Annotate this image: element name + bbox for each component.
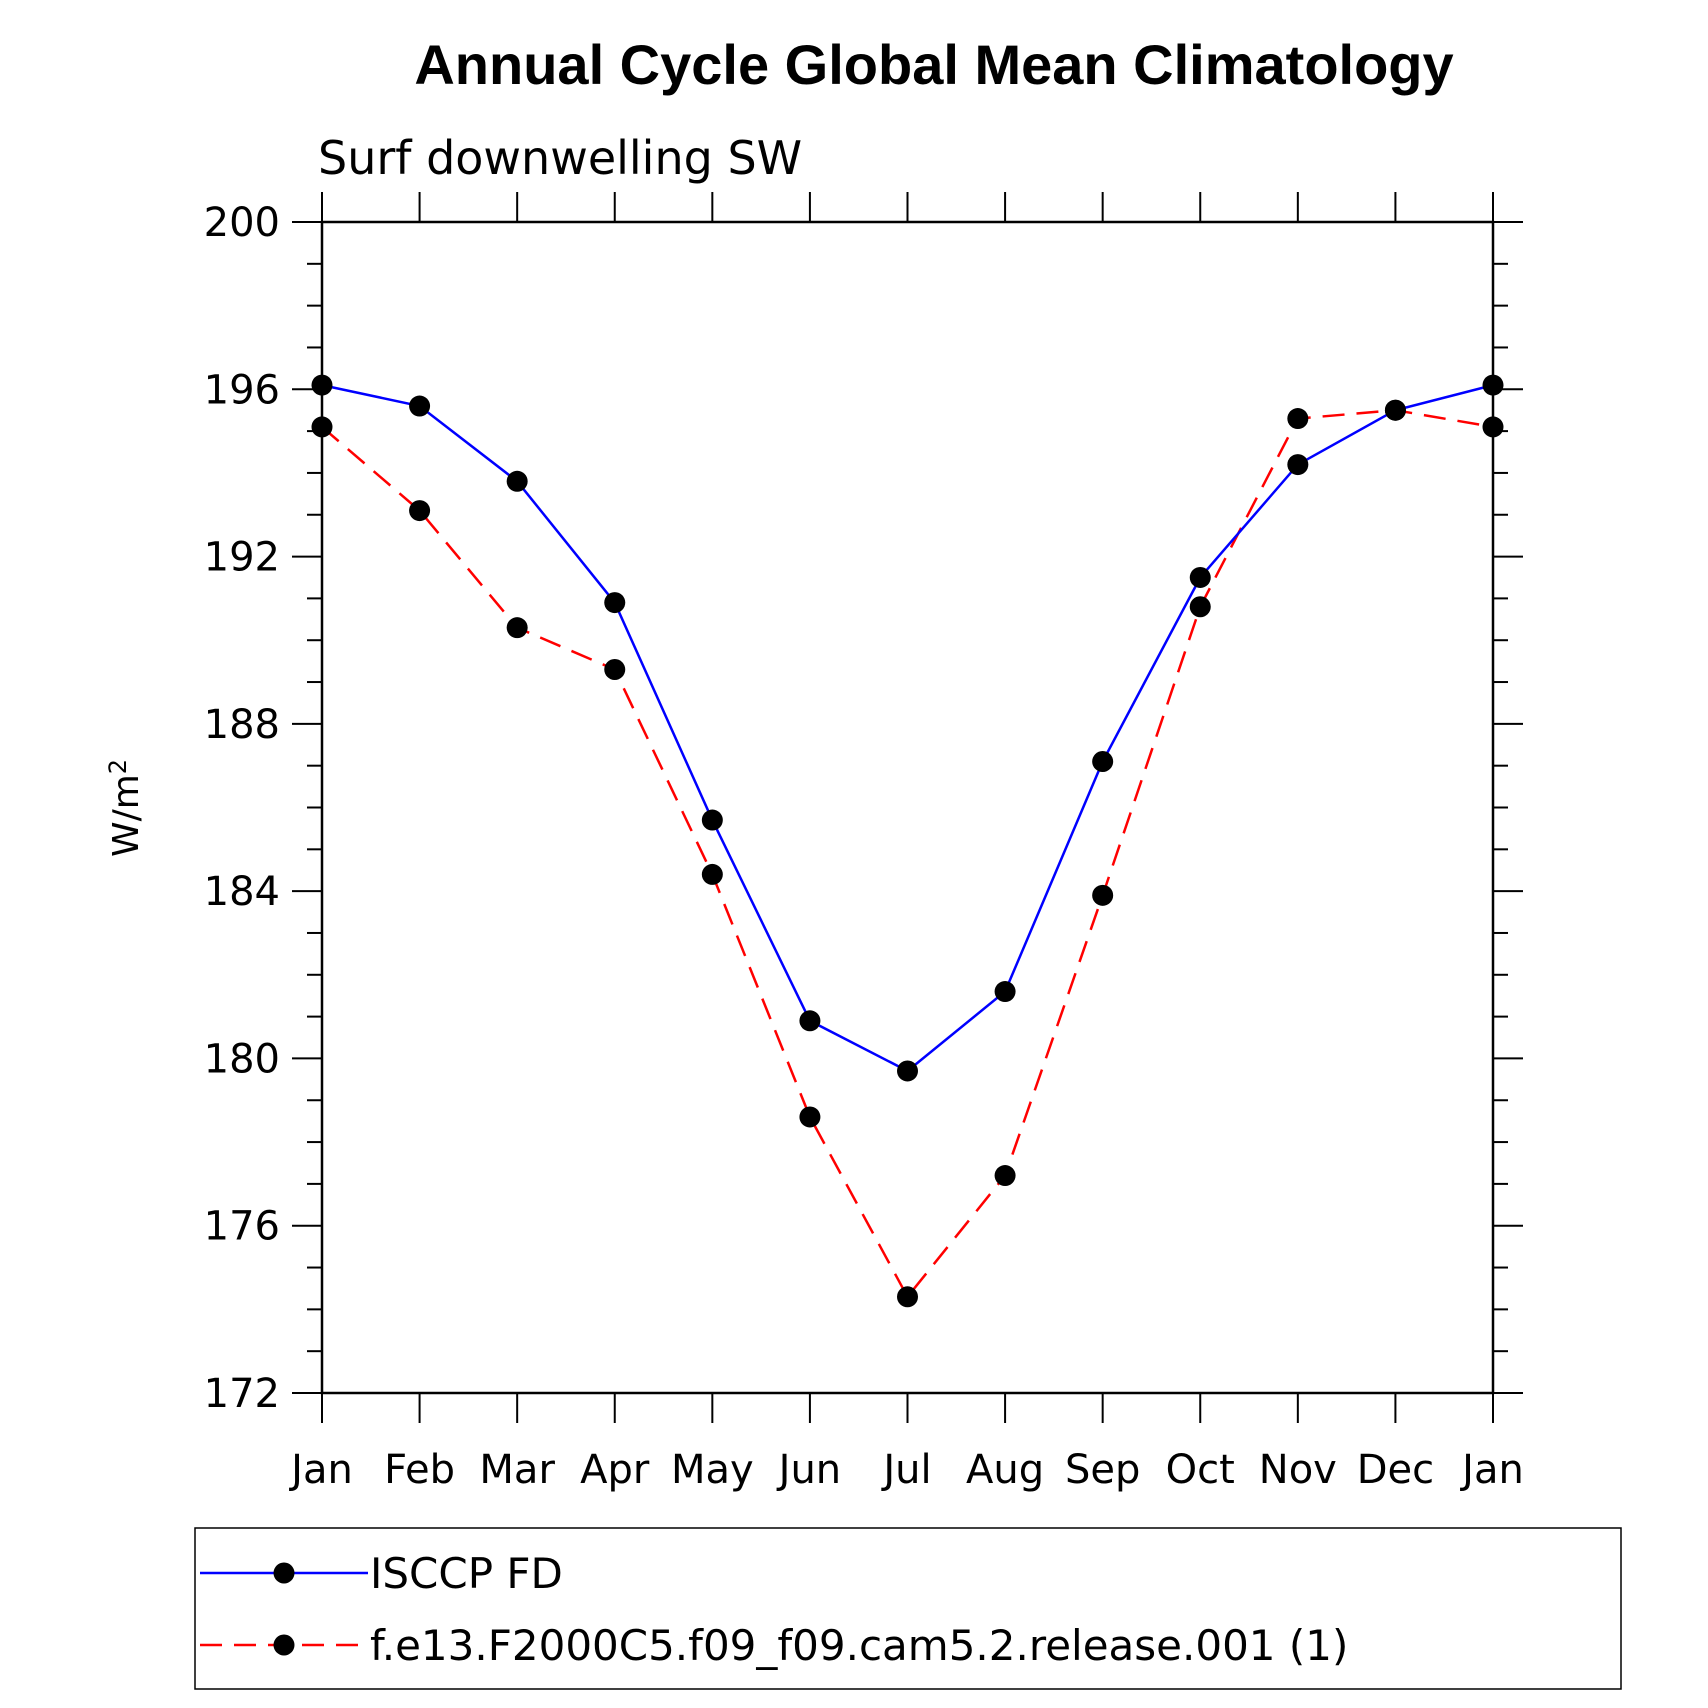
legend-marker xyxy=(273,1634,295,1656)
x-tick-label: Jan xyxy=(288,1447,353,1493)
data-point xyxy=(604,592,626,614)
x-tick-label: Apr xyxy=(580,1447,650,1493)
legend-marker xyxy=(273,1562,295,1584)
x-tick-label: Jun xyxy=(776,1447,842,1493)
data-point xyxy=(1482,374,1504,396)
x-tick-label: Mar xyxy=(479,1447,555,1493)
legend-box xyxy=(194,1527,1622,1690)
data-point xyxy=(1287,454,1309,476)
data-point xyxy=(1287,408,1309,430)
x-tick-label: Aug xyxy=(966,1447,1044,1493)
y-tick-label: 176 xyxy=(204,1204,280,1250)
series-layer xyxy=(311,374,1504,1308)
axis-layer: 172 176 180 184 188 192 196 200 Jan Feb Mar Apr May J… xyxy=(204,192,1524,1493)
data-point xyxy=(1092,884,1114,906)
data-point xyxy=(604,658,626,680)
legend-label: f.e13.F2000C5.f09_f09.cam5.2.release.001… xyxy=(370,1621,1348,1670)
legend-label: ISCCP FD xyxy=(370,1549,563,1598)
x-tick-label: Dec xyxy=(1357,1447,1434,1493)
x-tick-label: Jul xyxy=(880,1447,931,1493)
y-tick-label: 184 xyxy=(204,869,280,915)
data-point xyxy=(799,1106,821,1128)
data-point xyxy=(1189,596,1211,618)
chart-subtitle: Surf downwelling SW xyxy=(318,131,802,185)
data-point xyxy=(701,809,723,831)
y-tick-label: 180 xyxy=(204,1036,280,1082)
data-point xyxy=(409,395,431,417)
x-tick-label: Nov xyxy=(1259,1447,1337,1493)
y-tick-label: 192 xyxy=(204,535,280,581)
data-point xyxy=(897,1060,918,1082)
x-tick-label: Jan xyxy=(1459,1447,1524,1493)
y-axis-label: W/m2 xyxy=(104,759,147,857)
data-point xyxy=(1384,399,1406,421)
y-axis-label-superscript: 2 xyxy=(104,759,132,774)
x-tick-label: May xyxy=(671,1447,754,1493)
y-tick-label: 196 xyxy=(204,367,280,413)
data-point xyxy=(897,1286,918,1308)
data-point xyxy=(799,1010,821,1032)
legend: ISCCP FD f.e13.F2000C5.f09_f09.cam5.2.rel… xyxy=(194,1527,1622,1690)
y-tick-label: 200 xyxy=(204,200,280,246)
series-line xyxy=(321,408,1494,1300)
data-point xyxy=(994,981,1016,1003)
data-point xyxy=(1189,566,1211,588)
y-tick-label: 188 xyxy=(204,702,280,748)
data-point xyxy=(994,1165,1016,1187)
data-point xyxy=(506,470,528,492)
data-point xyxy=(701,863,723,885)
data-point xyxy=(311,416,333,438)
chart-title: Annual Cycle Global Mean Climatology xyxy=(414,33,1453,96)
plot-frame xyxy=(320,220,1495,1395)
legend-items: ISCCP FD f.e13.F2000C5.f09_f09.cam5.2.rel… xyxy=(200,1549,1348,1670)
data-point xyxy=(311,374,333,396)
y-tick-label: 172 xyxy=(204,1371,280,1417)
series-line xyxy=(321,383,1494,1073)
x-tick-label: Oct xyxy=(1166,1447,1235,1493)
data-point xyxy=(409,500,431,522)
x-tick-label: Sep xyxy=(1065,1447,1140,1493)
data-point xyxy=(1092,750,1114,772)
data-point xyxy=(506,617,528,639)
data-point xyxy=(1482,416,1504,438)
x-tick-label: Feb xyxy=(384,1447,455,1493)
y-axis-label-text: W/m xyxy=(106,774,147,857)
